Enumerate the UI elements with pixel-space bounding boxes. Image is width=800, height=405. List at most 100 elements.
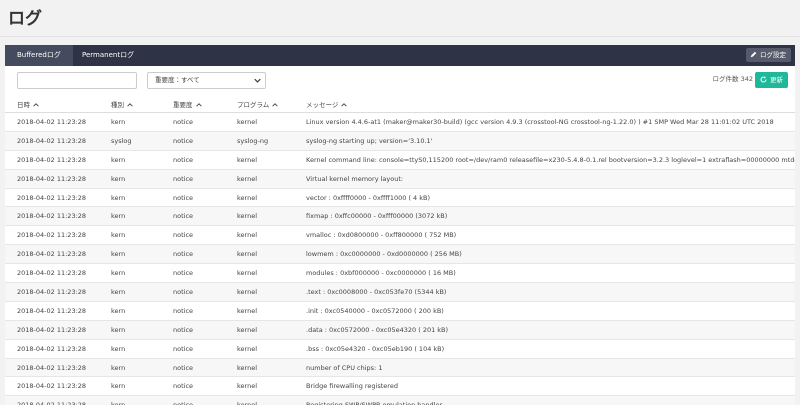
log-row: 2018-04-02 11:23:28 kern notice kernel .data… xyxy=(5,320,795,340)
log-table: 日時 種別 重要度 プログラム メッセージ 2018-04-02 11:23:28 ker… xyxy=(5,96,795,405)
log-row: 2018-04-02 11:23:28 kern notice kernel Virtu… xyxy=(5,169,795,189)
log-cell: .data : 0xc0572000 - 0xc05e4320 ( 201 kB… xyxy=(294,320,795,340)
log-cell: syslog-ng starting up; version='3.10.1' xyxy=(294,131,795,151)
log-cell: .init : 0xc0540000 - 0xc0572000 ( 200 kB… xyxy=(294,301,795,321)
page-title: ログ xyxy=(8,9,42,29)
refresh-button[interactable]: 更新 xyxy=(755,72,788,88)
log-row: 2018-04-02 11:23:28 kern notice kernel fixma… xyxy=(5,206,795,227)
log-cell: 2018-04-02 11:23:28 xyxy=(5,188,99,208)
log-cell: vmalloc : 0xd0800000 - 0xff800000 ( 752 … xyxy=(294,225,795,246)
log-cell: 2018-04-02 11:23:28 xyxy=(5,301,99,321)
log-cell: notice xyxy=(161,301,225,321)
log-cell: kernel xyxy=(225,112,294,132)
log-count: ログ件数 342 xyxy=(713,73,754,83)
log-row: 2018-04-02 11:23:28 kern notice kernel .bss … xyxy=(5,339,795,359)
select-label: 重要度：すべて xyxy=(155,76,200,84)
log-cell: syslog-ng xyxy=(225,131,294,151)
log-row: 2018-04-02 11:23:28kernnoticekernelRegis… xyxy=(5,395,795,405)
settings-label: ログ設定 xyxy=(760,51,786,59)
log-cell: kern xyxy=(99,263,161,284)
column-label: メッセージ xyxy=(306,101,339,109)
log-cell: kernel xyxy=(225,244,294,265)
log-cell: Linux version 4.4.6-at1 (maker@maker30-b… xyxy=(294,112,795,132)
log-cell: kern xyxy=(99,282,161,302)
tab-permanent[interactable]: Permanentログ xyxy=(82,51,135,59)
refresh-icon xyxy=(760,76,767,83)
log-row: 2018-04-02 11:23:28 kern notice kernel .text… xyxy=(5,282,795,302)
log-cell: Kernel command line: console=ttyS0,11520… xyxy=(294,150,795,170)
log-cell: kernel xyxy=(225,358,294,378)
log-cell: kernel xyxy=(225,225,294,246)
severity-select[interactable]: 重要度：すべて xyxy=(147,72,266,89)
count-label: ログ件数 xyxy=(712,75,739,83)
column-label: プログラム xyxy=(237,101,270,109)
log-cell: 2018-04-02 11:23:28 xyxy=(5,206,99,227)
log-cell: 2018-04-02 11:23:28 xyxy=(5,339,99,359)
log-cell: 2018-04-02 11:23:28 xyxy=(5,131,99,151)
log-cell: kern xyxy=(99,376,161,397)
count-value: 342 xyxy=(740,75,753,83)
log-cell: kernel xyxy=(225,150,294,170)
log-row: 2018-04-02 11:23:28 syslog notice syslog-ng… xyxy=(5,131,795,151)
log-cell: 2018-04-02 11:23:28 xyxy=(5,169,99,189)
log-row: 2018-04-02 11:23:28 kern notice kernel modul… xyxy=(5,263,795,284)
log-cell: lowmem : 0xc0000000 - 0xd0000000 ( 256 M… xyxy=(294,244,795,265)
log-cell: 2018-04-02 11:23:28 xyxy=(5,320,99,340)
log-cell: notice xyxy=(161,395,225,405)
log-cell: kern xyxy=(99,169,161,189)
log-cell: kern xyxy=(99,188,161,208)
log-cell: kernel xyxy=(225,376,294,397)
log-cell: notice xyxy=(161,376,225,397)
settings-button[interactable]: ログ設定 xyxy=(746,48,791,62)
log-cell: 2018-04-02 11:23:28 xyxy=(5,358,99,378)
log-cell: notice xyxy=(161,169,225,189)
log-cell: kernel xyxy=(225,395,294,405)
table-body: 2018-04-02 11:23:28 kern notice kernel Linux… xyxy=(5,112,795,405)
log-cell: kern xyxy=(99,206,161,227)
log-cell: kern xyxy=(99,112,161,132)
column-header[interactable]: 種別 xyxy=(99,96,161,113)
log-row: 2018-04-02 11:23:28 kern notice kernel vmall… xyxy=(5,225,795,246)
log-cell: modules : 0xbf000000 - 0xc0000000 ( 16 M… xyxy=(294,263,795,284)
log-cell: kern xyxy=(99,301,161,321)
log-cell: .text : 0xc0008000 - 0xc053fe70 (5344 kB… xyxy=(294,282,795,302)
sort-arrow xyxy=(33,103,39,107)
log-panel: Bufferedログ Permanentログ ログ設定 重要度：すべて ログ件数… xyxy=(5,45,795,405)
search-input[interactable] xyxy=(17,72,137,89)
log-cell: kernel xyxy=(225,206,294,227)
log-cell: 2018-04-02 11:23:28 xyxy=(5,244,99,265)
log-cell: notice xyxy=(161,206,225,227)
header-row: 日時 種別 重要度 プログラム メッセージ xyxy=(5,96,795,113)
tab-buffered[interactable]: Bufferedログ xyxy=(5,45,73,66)
log-cell: kernel xyxy=(225,263,294,284)
log-row: 2018-04-02 11:23:28 kern notice kernel vecto… xyxy=(5,188,795,208)
log-cell: fixmap : 0xffc00000 - 0xfff00000 (3072 k… xyxy=(294,206,795,227)
column-label: 種別 xyxy=(111,101,124,109)
column-header[interactable]: 日時 xyxy=(5,96,99,113)
log-cell: Registering SWP/SWPB emulation handler xyxy=(294,395,795,405)
log-cell: notice xyxy=(161,263,225,284)
log-cell: .bss : 0xc05e4320 - 0xc05eb190 ( 104 kB) xyxy=(294,339,795,359)
sort-arrow xyxy=(195,103,202,107)
log-cell: notice xyxy=(161,188,225,208)
log-cell: kern xyxy=(99,150,161,170)
log-cell: Virtual kernel memory layout: xyxy=(294,169,795,189)
log-cell: kernel xyxy=(225,282,294,302)
sort-arrow xyxy=(272,103,279,107)
log-cell: 2018-04-02 11:23:28 xyxy=(5,282,99,302)
chevron xyxy=(254,78,261,83)
log-cell: notice xyxy=(161,282,225,302)
log-cell: Bridge firewalling registered xyxy=(294,376,795,397)
log-cell: number of CPU chips: 1 xyxy=(294,358,795,378)
column-header[interactable]: プログラム xyxy=(225,96,294,113)
log-cell: kern xyxy=(99,339,161,359)
sort-arrow xyxy=(127,103,133,107)
log-cell: 2018-04-02 11:23:28 xyxy=(5,225,99,246)
log-cell: notice xyxy=(161,225,225,246)
log-cell: kernel xyxy=(225,188,294,208)
column-header[interactable]: メッセージ xyxy=(294,96,795,113)
log-cell: 2018-04-02 11:23:28 xyxy=(5,112,99,132)
log-cell: kernel xyxy=(225,339,294,359)
column-header[interactable]: 重要度 xyxy=(161,96,225,113)
